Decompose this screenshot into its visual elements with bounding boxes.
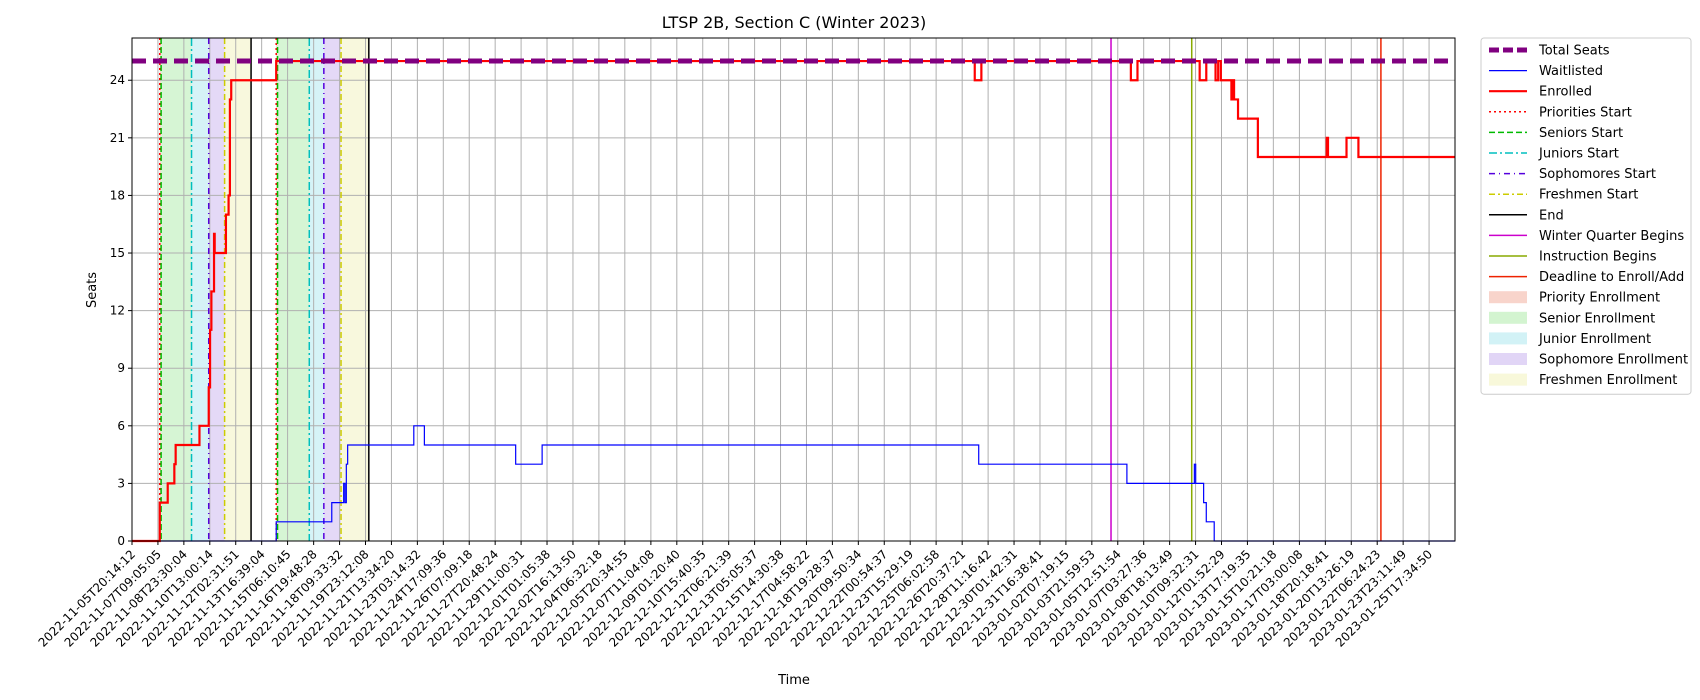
legend-label: Priority Enrollment [1539, 291, 1660, 306]
region-1-span-1 [277, 38, 310, 541]
y-tick-label: 12 [110, 304, 125, 318]
y-tick-label: 0 [117, 534, 125, 548]
region-2-span-1 [309, 38, 324, 541]
legend-entry: Sophomore Enrollment [1489, 353, 1688, 368]
x-axis-label: Time [777, 673, 810, 688]
y-tick-label: 18 [110, 188, 125, 202]
chart-title: LTSP 2B, Section C (Winter 2023) [662, 13, 927, 32]
legend-entry: Waitlisted [1489, 64, 1603, 79]
legend-label: Total Seats [1538, 44, 1610, 59]
legend-label: Senior Enrollment [1539, 311, 1655, 326]
legend-label: Seniors Start [1539, 126, 1623, 141]
legend: Total Seats Waitlisted Enrolled Priorities … [1480, 37, 1692, 395]
legend-entry: Freshmen Enrollment [1489, 373, 1677, 388]
plot-frame [131, 37, 1456, 542]
region-4-span-1 [341, 38, 369, 541]
y-tick-label: 3 [117, 476, 125, 490]
legend-label: Freshmen Start [1539, 188, 1638, 203]
y-axis: 0 3 6 9 12 15 18 21 24 [110, 73, 132, 548]
legend-label: Waitlisted [1539, 64, 1603, 79]
legend-entry: Deadline to Enroll/Add [1489, 270, 1684, 285]
legend-entry: Freshmen Start [1489, 188, 1638, 203]
y-tick-label: 21 [110, 131, 125, 145]
legend-label: Freshmen Enrollment [1539, 373, 1677, 388]
legend-entry: Seniors Start [1489, 126, 1623, 141]
legend-label: Sophomore Enrollment [1539, 353, 1688, 368]
legend-entry: Juniors Start [1489, 147, 1619, 162]
region-2-span-0 [191, 38, 209, 541]
legend-swatch [1489, 291, 1527, 304]
legend-label: Deadline to Enroll/Add [1539, 270, 1684, 285]
y-tick-label: 6 [117, 419, 125, 433]
y-tick-label: 15 [110, 246, 125, 260]
legend-frame [1480, 37, 1692, 395]
series-1-line [132, 425, 1455, 542]
legend-entry: Instruction Begins [1489, 250, 1657, 265]
y-tick-label: 9 [117, 361, 125, 375]
legend-entry: Sophomores Start [1489, 167, 1656, 182]
legend-label: Enrolled [1539, 85, 1592, 100]
legend-swatch [1489, 311, 1527, 324]
series-2-line [132, 59, 1455, 543]
legend-swatch [1489, 373, 1527, 386]
y-axis-label: Seats [85, 272, 100, 308]
legend-label: Juniors Start [1538, 147, 1619, 162]
grid [131, 38, 1455, 542]
legend-swatch [1489, 353, 1527, 365]
region-4-span-0 [224, 38, 252, 541]
legend-label: End [1539, 208, 1564, 223]
region-1-span-0 [161, 38, 192, 541]
legend-label: Instruction Begins [1539, 250, 1657, 265]
legend-entry: Junior Enrollment [1489, 332, 1651, 347]
legend-swatch [1489, 332, 1527, 345]
legend-label: Junior Enrollment [1538, 332, 1651, 347]
region-3-span-1 [323, 38, 342, 541]
y-tick-label: 24 [110, 73, 125, 87]
region-3-span-0 [208, 38, 225, 541]
legend-label: Sophomores Start [1539, 167, 1656, 182]
series-lines [132, 58, 1455, 543]
legend-entry: Winter Quarter Begins [1489, 229, 1684, 244]
legend-label: Winter Quarter Begins [1539, 229, 1684, 244]
legend-label: Priorities Start [1539, 105, 1632, 120]
legend-entry: Enrolled [1489, 85, 1592, 100]
legend-entry: Senior Enrollment [1489, 311, 1655, 326]
x-axis: 2022-11-05T20:14:122022-11-07T09:05:0520… [36, 541, 1435, 650]
legend-entry: Priorities Start [1489, 105, 1632, 120]
legend-entry: Priority Enrollment [1489, 291, 1660, 306]
event-lines [159, 38, 1382, 541]
legend-entry: Total Seats [1489, 44, 1610, 59]
legend-entry: End [1489, 208, 1564, 223]
